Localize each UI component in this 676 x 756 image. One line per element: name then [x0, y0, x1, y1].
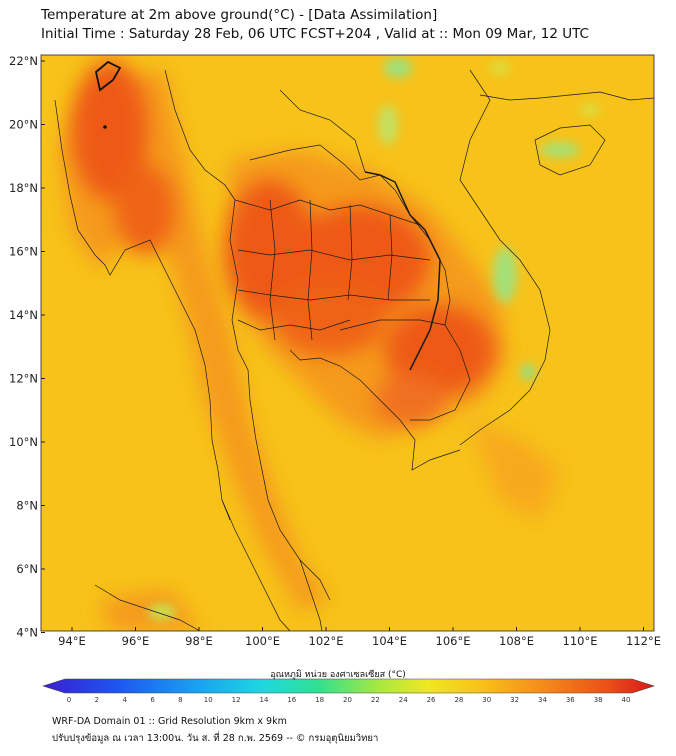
contour-dot — [103, 125, 107, 129]
footer-line2: ปรับปรุงข้อมูล ณ เวลา 13:00น. วัน ส. ที่… — [52, 733, 379, 744]
colorbar-tick-label: 2 — [95, 696, 99, 704]
colorbar-tick-label: 14 — [259, 696, 268, 704]
colorbar-tick-label: 18 — [315, 696, 324, 704]
colorbar-tick-label: 34 — [538, 696, 547, 704]
contour-line — [95, 60, 122, 92]
colorbar-tick-label: 28 — [454, 696, 463, 704]
map-frame — [40, 54, 655, 632]
colorbar-tick-label: 6 — [150, 696, 155, 704]
lat-label: 10°N — [9, 435, 38, 449]
colorbar-tick-label: 10 — [204, 696, 213, 704]
latitude-axis: 22°N 20°N 18°N 16°N 14°N 12°N 10°N 8°N 6°N 4°N — [9, 54, 45, 640]
lon-label: 112°E — [626, 634, 661, 648]
lat-label: 8°N — [16, 499, 38, 513]
colorbar-tick-label: 40 — [622, 696, 631, 704]
colorbar-tick-label: 36 — [566, 696, 575, 704]
lat-label: 6°N — [16, 562, 38, 576]
lon-label: 102°E — [309, 634, 344, 648]
lon-label: 104°E — [372, 634, 407, 648]
lat-label: 12°N — [9, 372, 38, 386]
borders — [54, 69, 654, 631]
lat-label: 20°N — [9, 118, 38, 132]
chart-title-line1: Temperature at 2m above ground(°C) - [Da… — [41, 7, 438, 23]
colorbar-tick-label: 20 — [343, 696, 352, 704]
lon-label: 98°E — [185, 634, 213, 648]
lon-label: 108°E — [499, 634, 534, 648]
lat-label: 4°N — [16, 626, 38, 640]
lon-label: 100°E — [245, 634, 280, 648]
chart-title-line2: Initial Time : Saturday 28 Feb, 06 UTC F… — [41, 26, 589, 42]
colorbar — [42, 678, 655, 694]
lat-label: 18°N — [9, 181, 38, 195]
colorbar-tick-label: 32 — [510, 696, 519, 704]
lon-label: 94°E — [58, 634, 86, 648]
colorbar-tick-label: 24 — [399, 696, 408, 704]
colorbar-tick-label: 22 — [371, 696, 380, 704]
colorbar-tick-label: 12 — [232, 696, 241, 704]
lat-label: 14°N — [9, 308, 38, 322]
lat-label: 16°N — [9, 245, 38, 259]
colorbar-tick-label: 8 — [178, 696, 182, 704]
lon-label: 96°E — [122, 634, 150, 648]
colorbar-ticks: 0 2 4 6 8 10 12 14 16 18 20 22 24 26 28 30 32 34 36 38 40 — [67, 696, 631, 704]
colorbar-tick-label: 16 — [287, 696, 296, 704]
colorbar-tick-label: 4 — [122, 696, 127, 704]
colorbar-tick-label: 26 — [427, 696, 436, 704]
longitude-axis: 94°E 96°E 98°E 100°E 102°E 104°E 106°E 108°E 110… — [58, 627, 661, 648]
footer-line1: WRF-DA Domain 01 :: Grid Resolution 9km … — [52, 716, 287, 727]
lat-label: 22°N — [9, 54, 38, 68]
colorbar-tick-label: 30 — [482, 696, 491, 704]
cool-zones — [148, 58, 600, 620]
colorbar-tick-label: 38 — [594, 696, 603, 704]
lon-label: 106°E — [436, 634, 471, 648]
colorbar-tick-label: 0 — [67, 696, 71, 704]
colorbar-title: อุณหภูมิ หน่วย องศาเซลเซียส (°C) — [270, 670, 406, 680]
map-area — [41, 55, 654, 631]
lon-label: 110°E — [563, 634, 598, 648]
